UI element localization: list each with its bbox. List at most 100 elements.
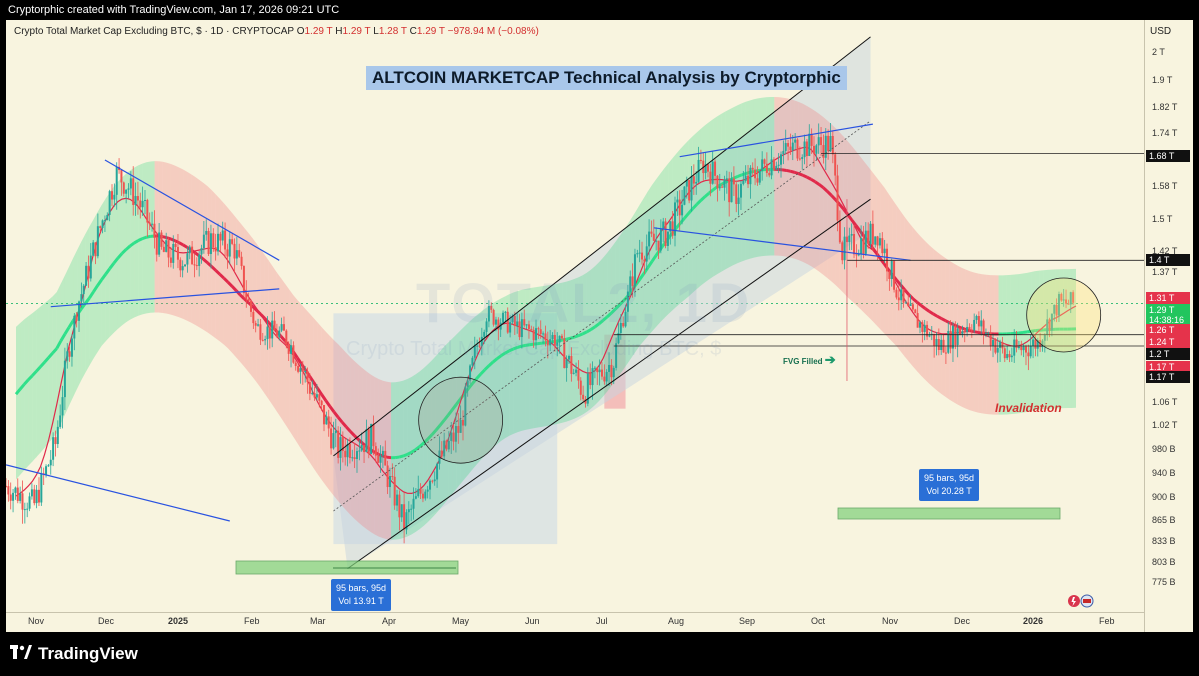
candle-body: [902, 289, 905, 303]
candle-body: [379, 455, 382, 463]
trend-band-midline: [23, 378, 30, 386]
trend-band-midline: [741, 172, 747, 177]
candle-body: [688, 180, 691, 201]
candle-body: [417, 489, 420, 497]
symbol-name[interactable]: Crypto Total Market Cap Excluding BTC, $…: [14, 26, 294, 37]
candle-body: [923, 324, 926, 332]
trend-band-midline: [479, 368, 486, 376]
trend-band-midline: [818, 183, 825, 189]
candle-body: [577, 369, 580, 381]
candle-body: [909, 304, 912, 306]
candle-body: [419, 489, 422, 494]
candle-body: [624, 311, 627, 327]
candle-body: [403, 504, 406, 530]
candle-body: [1003, 348, 1006, 359]
price-chart[interactable]: [6, 20, 1144, 612]
trend-band-midline: [296, 356, 303, 365]
candle-body: [732, 178, 735, 185]
chart-title: ALTCOIN MARKETCAP Technical Analysis by …: [366, 66, 847, 90]
candle-body: [822, 145, 825, 158]
trend-band-segment: [607, 247, 612, 392]
events-flag-icon[interactable]: [1068, 594, 1094, 608]
trend-band-segment: [994, 275, 999, 415]
tradingview-logo[interactable]: TradingView: [10, 644, 138, 664]
candle-body: [457, 426, 460, 433]
trend-band-segment: [566, 280, 571, 422]
candle-body: [68, 351, 71, 357]
candle-body: [476, 345, 479, 347]
candle-body: [770, 159, 773, 176]
trend-band-midline: [336, 416, 344, 424]
candle-body: [221, 230, 224, 241]
time-axis[interactable]: [6, 612, 1144, 632]
trend-band-segment: [778, 97, 783, 257]
trend-band-segment: [219, 198, 224, 345]
candle-body: [600, 369, 603, 377]
candle-body: [473, 345, 476, 358]
symbol-legend[interactable]: Crypto Total Market Cap Excluding BTC, $…: [14, 26, 539, 37]
candle-body: [87, 265, 90, 279]
trend-band-midline: [924, 307, 931, 313]
candle-body: [681, 204, 684, 216]
candle-body: [327, 416, 330, 429]
trend-band-segment: [1039, 270, 1044, 410]
currency-label[interactable]: USD: [1150, 26, 1172, 37]
trend-band-midline: [67, 320, 75, 329]
range-measure-box-2[interactable]: 95 bars, 95d Vol 20.28 T: [919, 469, 980, 501]
candle-body: [285, 330, 288, 345]
trend-band-segment: [325, 331, 330, 491]
candle-body: [504, 311, 507, 313]
candle-body: [904, 302, 907, 304]
trend-band-segment: [774, 96, 779, 256]
candle-body: [699, 159, 702, 161]
candle-body: [855, 254, 858, 256]
candle-body: [224, 230, 227, 250]
candle-body: [516, 321, 519, 326]
candle-body: [593, 367, 596, 369]
trend-band-midline: [39, 361, 46, 368]
channel-fill: [333, 36, 871, 569]
trend-band-midline: [96, 278, 103, 287]
candle-body: [704, 164, 707, 174]
trend-band-segment: [105, 192, 110, 342]
candle-body: [235, 250, 238, 259]
trend-band-segment: [949, 260, 954, 403]
trend-band-midline: [442, 414, 450, 422]
trend-band-midline: [790, 169, 796, 174]
candle-body: [926, 324, 929, 337]
candle-body: [351, 457, 354, 459]
range-1-bars: 95 bars, 95d: [336, 583, 387, 593]
candle-body: [973, 319, 976, 331]
trend-band-segment: [582, 272, 587, 415]
candle-body: [334, 430, 337, 434]
trend-band-midline: [492, 357, 499, 364]
trend-band-midline: [55, 340, 63, 350]
price-tick-label: 833 B: [1152, 536, 1176, 546]
chart-area[interactable]: TOTAL2, 1D Crypto Total Market Cap Exclu…: [6, 20, 1193, 632]
trend-band-midline: [18, 383, 26, 391]
candle-body: [245, 293, 248, 300]
candle-body: [1027, 352, 1030, 357]
candle-body: [749, 167, 752, 185]
trend-band-segment: [1063, 269, 1068, 409]
time-axis-label: Dec: [98, 616, 115, 626]
candle-body: [400, 504, 403, 518]
candle-body: [23, 509, 26, 511]
candle-body: [367, 429, 370, 454]
time-axis-label: May: [452, 616, 470, 626]
candle-body: [685, 180, 688, 187]
candle-body: [650, 231, 653, 234]
price-level-tag: 1.29 T: [1146, 304, 1190, 316]
trend-band-segment: [223, 203, 228, 349]
candle-body: [907, 302, 910, 306]
candle-body: [648, 231, 651, 247]
candle-body: [669, 221, 672, 232]
range-measure-box-1[interactable]: 95 bars, 95d Vol 13.91 T: [331, 579, 392, 611]
candle-body: [167, 240, 170, 258]
candle-body: [709, 171, 712, 184]
trend-band-midline: [14, 388, 22, 396]
trend-band-segment: [415, 371, 420, 532]
candle-body: [608, 364, 611, 372]
candle-body: [1067, 303, 1070, 305]
candle-body: [560, 335, 563, 339]
